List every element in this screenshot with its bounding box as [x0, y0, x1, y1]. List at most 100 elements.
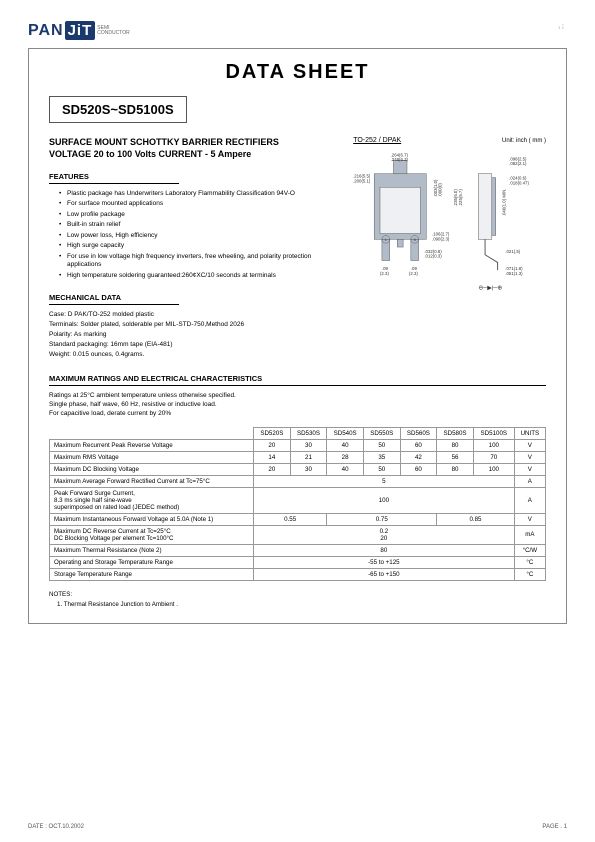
cell: -55 to +125 [254, 556, 515, 568]
ratings-notes: Ratings at 25°C ambient temperature unle… [49, 392, 546, 417]
svg-text:.090(2.3): .090(2.3) [432, 236, 450, 241]
feature-item: For surface mounted applications [59, 200, 337, 208]
feature-item: For use in low voltage high frequency in… [59, 253, 337, 270]
feature-item: Low power loss, High efficiency [59, 232, 337, 240]
heading-sub: VOLTAGE 20 to 100 Volts CURRENT - 5 Ampe… [49, 149, 337, 159]
units-header: UNITS [514, 427, 545, 439]
features-list: Plastic package has Underwriters Laborat… [49, 190, 337, 280]
cell: 20 [254, 439, 291, 451]
mech-line: Terminals: Solder plated, solderable per… [49, 321, 337, 328]
svg-text:1: 1 [385, 238, 387, 242]
cell: 28 [327, 451, 364, 463]
feature-item: Built-in strain relief [59, 221, 337, 229]
logo-pan: PAN [28, 22, 64, 39]
row-label: Maximum DC Blocking Voltage [50, 463, 254, 475]
cell: 50 [363, 463, 400, 475]
unit-label: Unit: inch ( mm ) [502, 138, 546, 144]
cell: 100 [473, 439, 514, 451]
row-label: Maximum Thermal Resistance (Note 2) [50, 544, 254, 556]
row-label: Operating and Storage Temperature Range [50, 556, 254, 568]
logo-sub: SEMICONDUCTOR [97, 26, 129, 36]
unit-cell: °C/W [514, 544, 545, 556]
cell: 0.85 [437, 513, 515, 525]
cell: 30 [290, 439, 327, 451]
row-label: Maximum Instantaneous Forward Voltage at… [50, 513, 254, 525]
col-header: SD550S [363, 427, 400, 439]
col-header: SD530S [290, 427, 327, 439]
cell: 80 [437, 439, 474, 451]
unit-cell: V [514, 513, 545, 525]
cell: 0.2 20 [254, 525, 515, 544]
svg-text:(2.3): (2.3) [409, 271, 418, 276]
row-label: Storage Temperature Range [50, 568, 254, 580]
package-drawing: 1 3 .264(6.7) .248(6.3) .216(5.5) .200(5… [353, 146, 546, 296]
cell: 42 [400, 451, 437, 463]
col-header: SD560S [400, 427, 437, 439]
unit-cell: mA [514, 525, 545, 544]
row-label: Maximum RMS Voltage [50, 451, 254, 463]
svg-text:.248(6.3): .248(6.3) [391, 157, 409, 162]
svg-text:.000(0): .000(0) [438, 183, 443, 197]
cell: 80 [254, 544, 515, 556]
ratings-header: MAXIMUM RATINGS AND ELECTRICAL CHARACTER… [49, 371, 546, 386]
row-label: Maximum DC Reverse Current at Tc=25°C DC… [50, 525, 254, 544]
row-label: Maximum Recurrent Peak Reverse Voltage [50, 439, 254, 451]
svg-text:.200(5.1): .200(5.1) [353, 178, 371, 183]
spec-table: SD520SSD530SSD540SSD550SSD560SSD580SSD51… [49, 427, 546, 581]
svg-text:(2.3): (2.3) [380, 271, 389, 276]
cell: 60 [400, 439, 437, 451]
footer-page: PAGE . 1 [542, 824, 567, 830]
cell: 80 [437, 463, 474, 475]
feature-item: High surge capacity [59, 242, 337, 250]
unit-cell: V [514, 463, 545, 475]
cell: 40 [327, 463, 364, 475]
cell: 40 [327, 439, 364, 451]
part-number-box: SD520S~SD5100S [49, 96, 187, 123]
col-header: SD5100S [473, 427, 514, 439]
mech-header: MECHANICAL DATA [49, 290, 179, 305]
svg-text:⊖─▶|─⊕: ⊖─▶|─⊕ [479, 285, 503, 291]
ratings-note: Single phase, half wave, 60 Hz, resistiv… [49, 401, 546, 408]
row-label: Peak Forward Surge Current, 8.3 ms singl… [50, 487, 254, 513]
cell: 70 [473, 451, 514, 463]
mech-line: Weight: 0.015 ounces, 0.4grams. [49, 351, 337, 358]
heading-main: SURFACE MOUNT SCHOTTKY BARRIER RECTIFIER… [49, 137, 337, 147]
unit-cell: A [514, 475, 545, 487]
notes-header: NOTES: [49, 591, 546, 598]
cell: 30 [290, 463, 327, 475]
notes: NOTES: 1. Thermal Resistance Junction to… [49, 591, 546, 608]
cell: 5 [254, 475, 515, 487]
mech-data: Case: D PAK/TO-252 molded plastic Termina… [49, 311, 337, 358]
row-label: Maximum Average Forward Rectified Curren… [50, 475, 254, 487]
ratings-note: Ratings at 25°C ambient temperature unle… [49, 392, 546, 399]
logo-jit: JiT [65, 21, 96, 40]
cell: 35 [363, 451, 400, 463]
cell: 60 [400, 463, 437, 475]
mech-line: Case: D PAK/TO-252 molded plastic [49, 311, 337, 318]
footer: DATE : OCT.10.2002 PAGE . 1 [28, 824, 567, 830]
mech-line: Polarity: As marking [49, 331, 337, 338]
package-label: TO-252 / DPAK [353, 137, 401, 144]
unit-cell: V [514, 439, 545, 451]
unit-cell: A [514, 487, 545, 513]
cell: 0.75 [327, 513, 437, 525]
mech-line: Standard packaging: 16mm tape (EIA-481) [49, 341, 337, 348]
cell: 14 [254, 451, 291, 463]
col-header: SD580S [437, 427, 474, 439]
decorative-dots: ⠠⠆⠐⠂ [555, 24, 567, 32]
unit-cell: °C [514, 568, 545, 580]
document-frame: DATA SHEET SD520S~SD5100S SURFACE MOUNT … [28, 48, 567, 624]
doc-title: DATA SHEET [49, 61, 546, 84]
col-header: SD520S [254, 427, 291, 439]
svg-text:.040(1.0) MIN.: .040(1.0) MIN. [502, 189, 507, 217]
cell: 0.55 [254, 513, 327, 525]
features-header: FEATURES [49, 169, 179, 184]
svg-text:.021(.5): .021(.5) [506, 249, 521, 254]
svg-text:.082(2.1): .082(2.1) [509, 161, 527, 166]
svg-text:.018(0.47): .018(0.47) [509, 180, 529, 185]
logo: PANJiT SEMICONDUCTOR [28, 22, 567, 40]
unit-cell: V [514, 451, 545, 463]
feature-item: High temperature soldering guaranteed:26… [59, 272, 337, 280]
col-header: SD540S [327, 427, 364, 439]
cell: -65 to +150 [254, 568, 515, 580]
